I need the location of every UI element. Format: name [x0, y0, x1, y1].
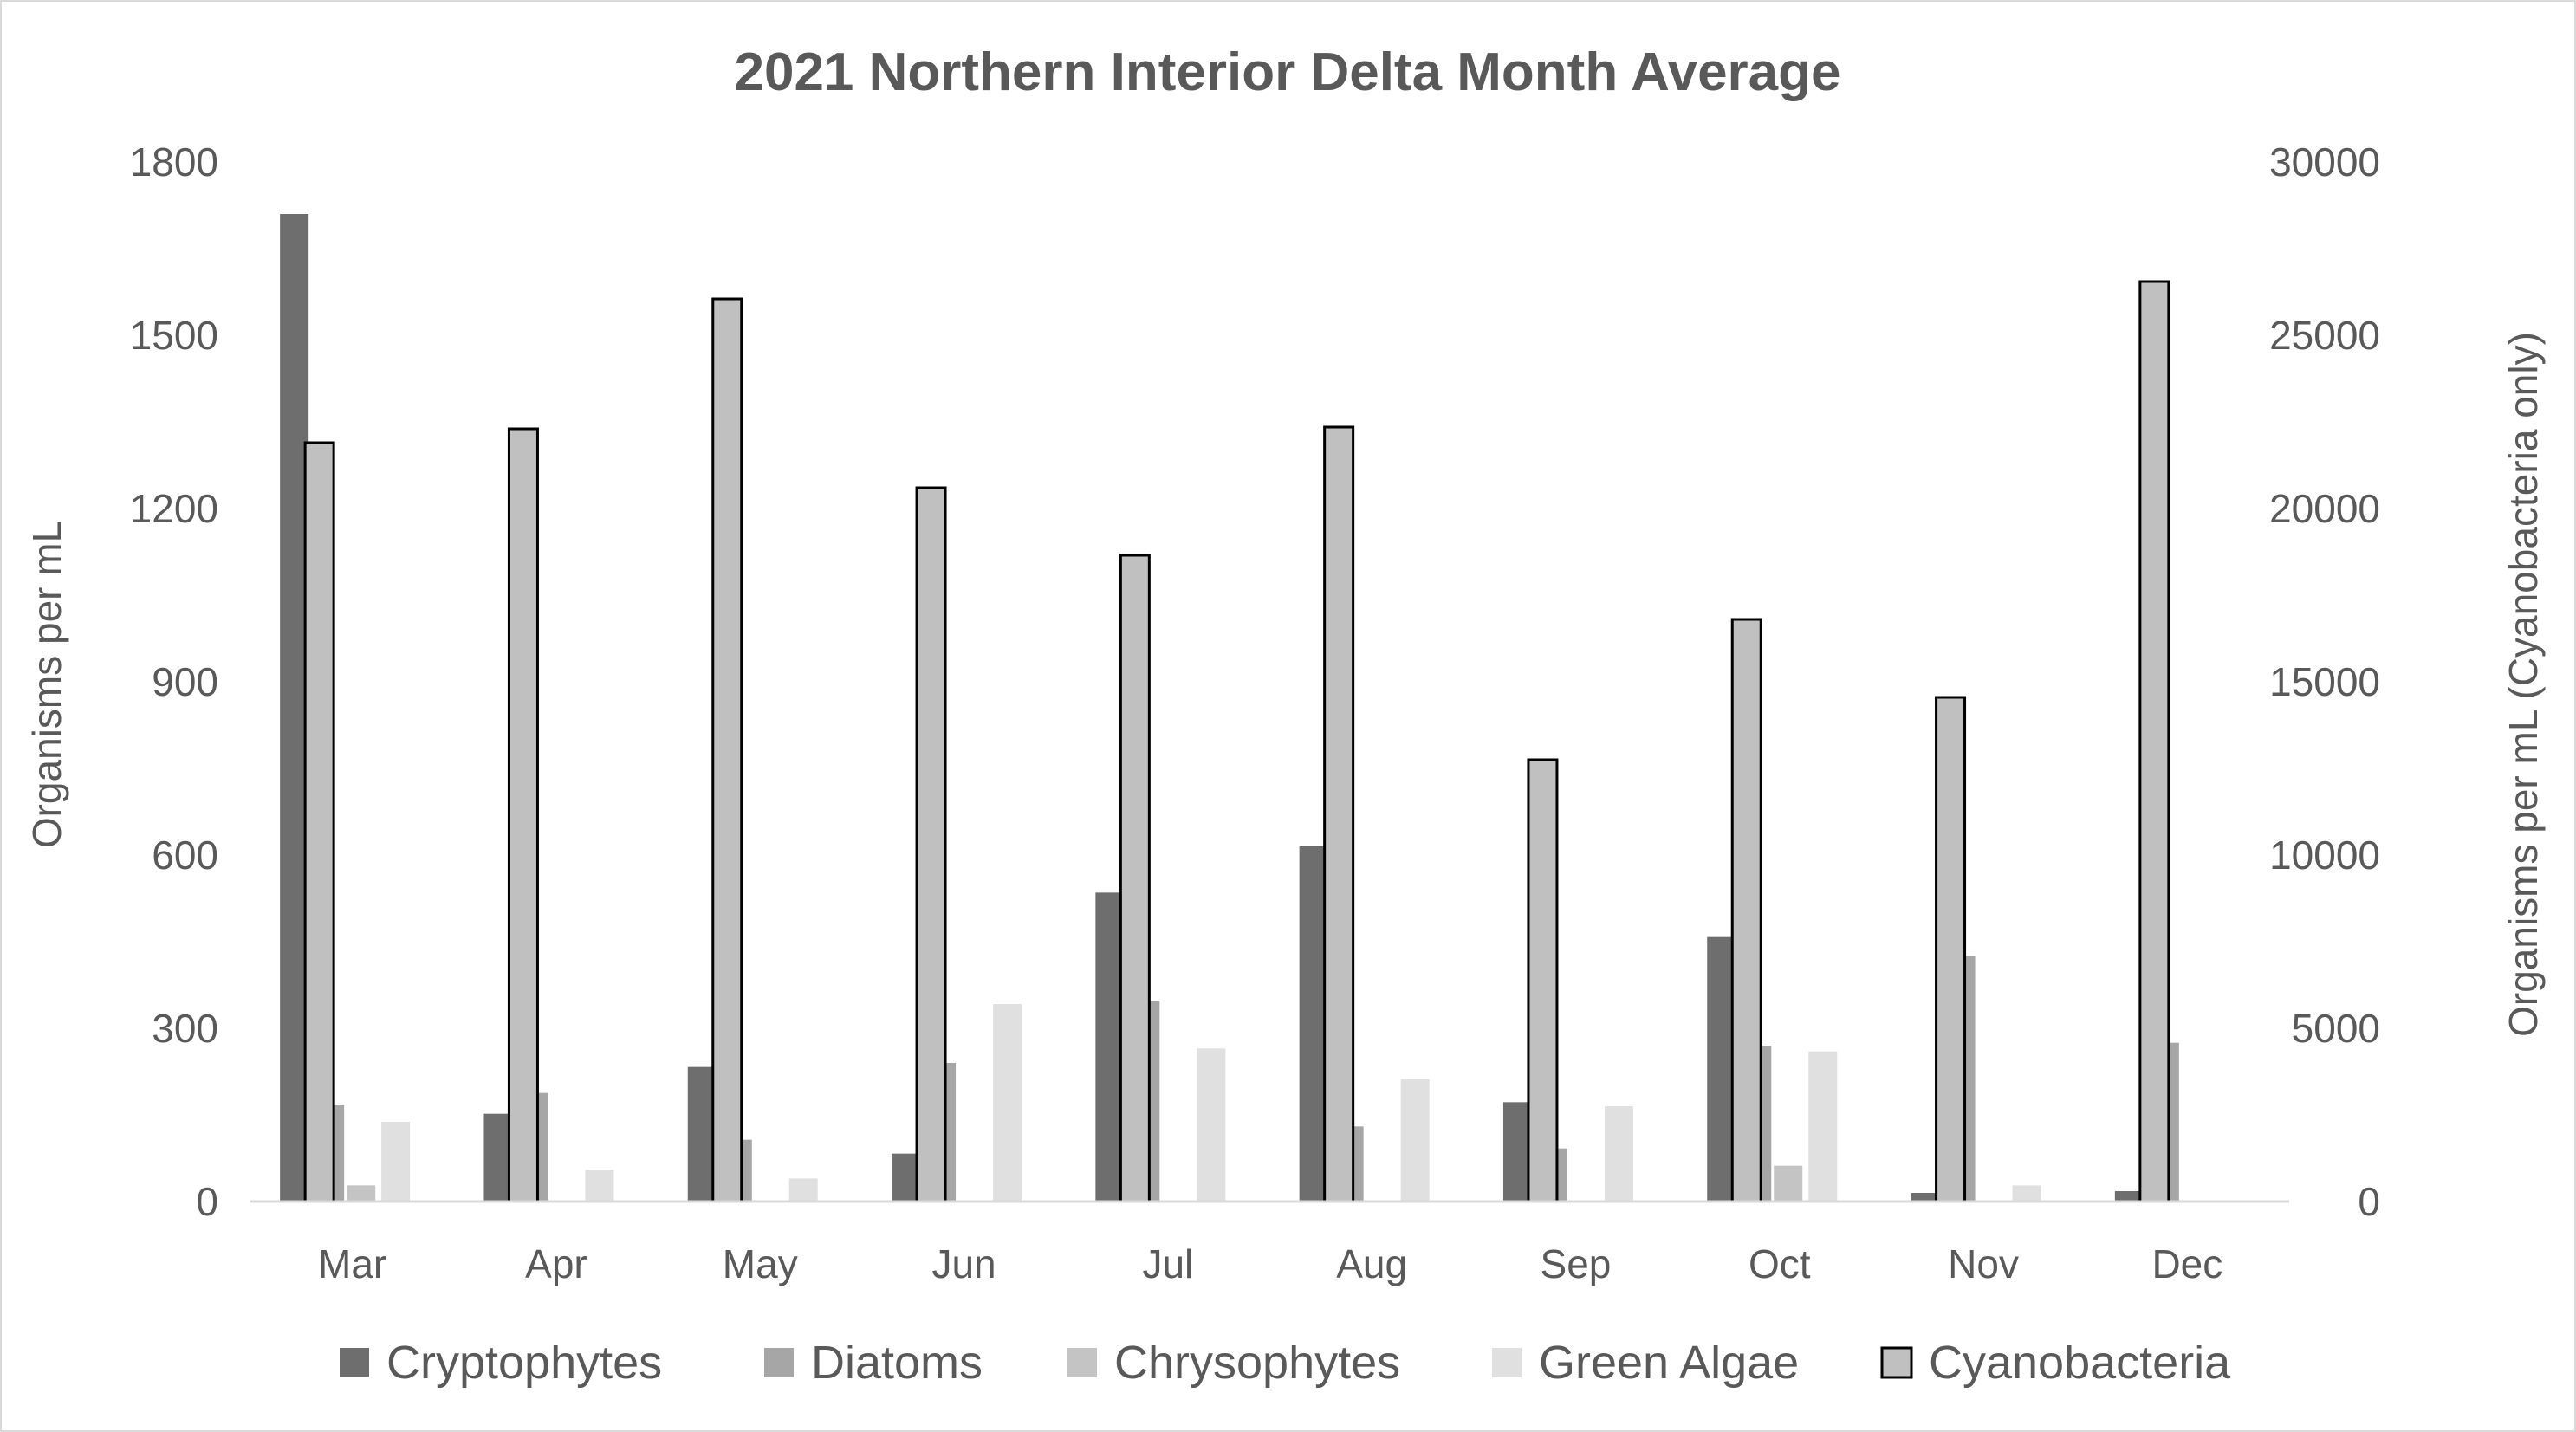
x-tick-label: Nov: [1948, 1241, 2019, 1286]
x-tick-label: Aug: [1336, 1241, 1407, 1286]
legend-swatch-cryptophytes: [340, 1348, 369, 1377]
right-tick-label: 30000: [2269, 139, 2380, 185]
legend-swatch-chrysophytes: [1067, 1348, 1097, 1377]
left-tick-label: 600: [152, 833, 218, 878]
legend-label: Cyanobacteria: [1929, 1337, 2231, 1389]
bar-cryptophytes-dec: [2114, 1191, 2144, 1202]
bar-green-algae-aug: [1400, 1079, 1430, 1202]
bar-green-algae-oct: [1808, 1051, 1838, 1202]
legend-label: Chrysophytes: [1114, 1337, 1400, 1389]
legend: Cryptophytes Diatoms Chrysophytes Green Alg…: [340, 1337, 2231, 1389]
x-tick-label: Apr: [525, 1241, 587, 1286]
left-tick-label: 1500: [130, 313, 218, 358]
x-tick-label: Oct: [1749, 1241, 1811, 1286]
left-tick-label: 0: [196, 1179, 218, 1224]
bar-chrysophytes-mar: [347, 1185, 376, 1202]
bar-cyanobacteria-dec: [2138, 280, 2170, 1203]
bar-cyanobacteria-jul: [1119, 554, 1151, 1203]
x-tick-label: Jul: [1142, 1241, 1193, 1286]
bar-cyanobacteria-apr: [507, 427, 539, 1203]
bar-green-algae-mar: [381, 1122, 411, 1202]
right-tick-label: 15000: [2269, 659, 2380, 704]
x-axis-ticks: Mar Apr May Jun Jul Aug Sep Oct Nov Dec: [318, 1241, 2222, 1286]
x-tick-label: May: [723, 1241, 798, 1286]
right-tick-label: 10000: [2269, 833, 2380, 878]
x-tick-label: Dec: [2151, 1241, 2222, 1286]
bar-green-algae-jul: [1197, 1048, 1226, 1202]
left-tick-label: 900: [152, 659, 218, 704]
legend-label: Green Algae: [1539, 1337, 1799, 1389]
right-axis-ticks: 0 5000 10000 15000 20000 25000 30000: [2269, 139, 2380, 1224]
bar-green-algae-nov: [2012, 1185, 2041, 1202]
bar-cyanobacteria-jun: [915, 486, 947, 1203]
bar-cyanobacteria-nov: [1935, 696, 1967, 1203]
y-axis-title-right: Organisms per mL (Cyanobacteria only): [2501, 332, 2546, 1037]
x-tick-label: Mar: [318, 1241, 386, 1286]
right-tick-label: 20000: [2269, 486, 2380, 531]
bar-chrysophytes-oct: [1774, 1165, 1803, 1202]
bar-cyanobacteria-sep: [1527, 758, 1559, 1203]
left-tick-label: 1800: [130, 139, 218, 185]
bar-green-algae-may: [788, 1178, 818, 1202]
legend-swatch-diatoms: [764, 1348, 794, 1377]
bar-green-algae-apr: [585, 1170, 614, 1202]
bar-green-algae-sep: [1604, 1106, 1633, 1202]
bar-green-algae-jun: [993, 1004, 1022, 1202]
x-tick-label: Jun: [931, 1241, 996, 1286]
bar-cyanobacteria-oct: [1730, 618, 1762, 1203]
bar-cyanobacteria-may: [711, 297, 743, 1203]
legend-label: Diatoms: [811, 1337, 983, 1389]
left-tick-label: 300: [152, 1006, 218, 1051]
right-tick-label: 25000: [2269, 313, 2380, 358]
bar-cyanobacteria-aug: [1323, 425, 1355, 1203]
legend-label: Cryptophytes: [386, 1337, 662, 1389]
legend-swatch-green-algae: [1492, 1348, 1522, 1377]
left-axis-ticks: 0 300 600 900 1200 1500 1800: [130, 139, 218, 1224]
right-tick-label: 5000: [2292, 1006, 2380, 1051]
left-tick-label: 1200: [130, 486, 218, 531]
y-axis-title-left: Organisms per mL: [24, 521, 69, 848]
legend-swatch-cyanobacteria: [1880, 1346, 1913, 1379]
bars-layer: [280, 214, 2179, 1203]
bar-cyanobacteria-mar: [303, 441, 335, 1203]
chart-title: 2021 Northern Interior Delta Month Avera…: [734, 42, 1840, 102]
right-tick-label: 0: [2358, 1179, 2380, 1224]
x-tick-label: Sep: [1541, 1241, 1612, 1286]
bar-cryptophytes-nov: [1911, 1193, 1940, 1202]
